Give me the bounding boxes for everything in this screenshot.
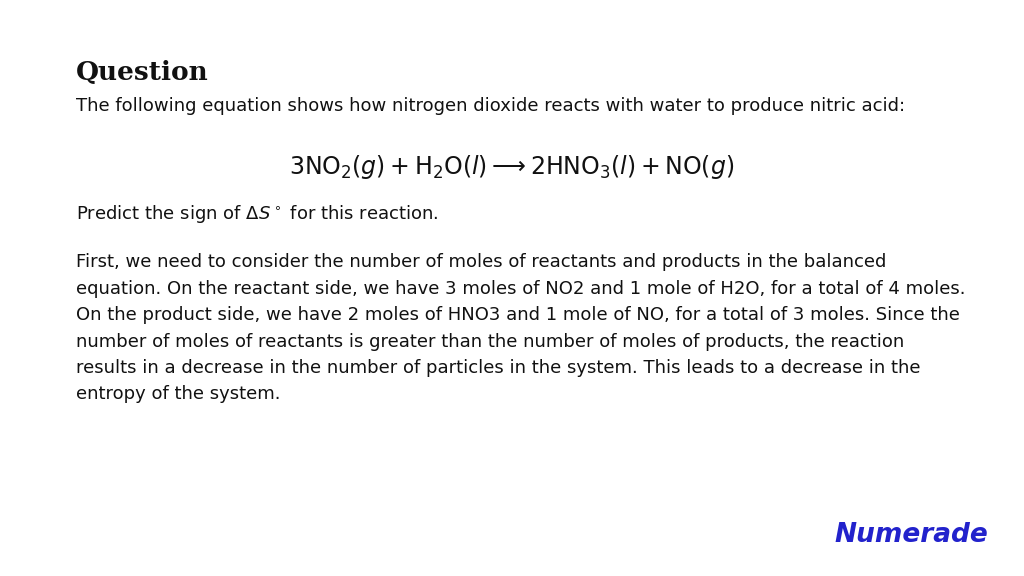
Text: Predict the sign of $\Delta S^\circ$ for this reaction.: Predict the sign of $\Delta S^\circ$ for… (76, 203, 438, 225)
Text: First, we need to consider the number of moles of reactants and products in the : First, we need to consider the number of… (76, 253, 966, 403)
Text: $\mathrm{3NO_2}(\mathit{g}) + \mathrm{H_2O}(\mathit{l}) \longrightarrow \mathrm{: $\mathrm{3NO_2}(\mathit{g}) + \mathrm{H_… (290, 153, 734, 181)
Text: The following equation shows how nitrogen dioxide reacts with water to produce n: The following equation shows how nitroge… (76, 97, 905, 115)
Text: Numerade: Numerade (835, 522, 988, 548)
Text: Question: Question (76, 60, 209, 85)
